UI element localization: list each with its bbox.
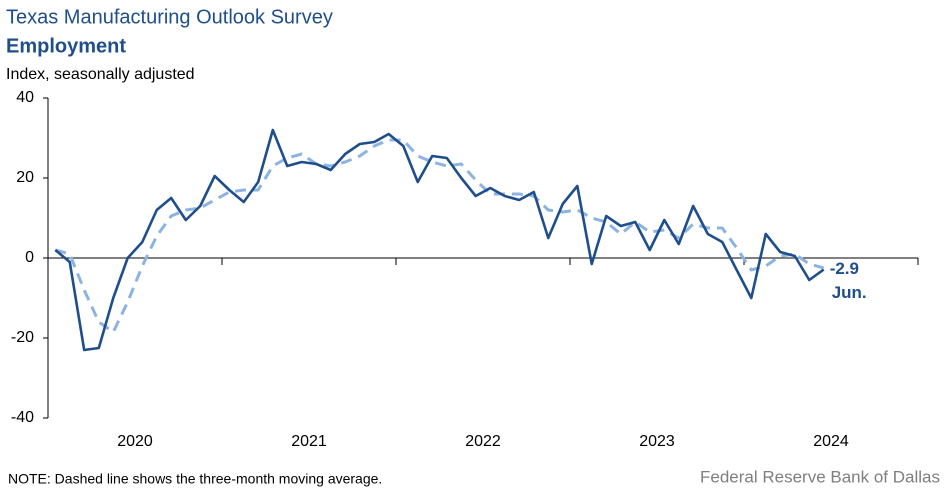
value-label: -2.9 bbox=[830, 259, 859, 278]
chart-title: Texas Manufacturing Outlook Survey bbox=[6, 6, 333, 28]
annotation: Jun. bbox=[832, 283, 867, 302]
x-tick-label: 2020 bbox=[117, 433, 153, 450]
chart-subtitle: Employment bbox=[6, 35, 126, 57]
y-axis-label: Index, seasonally adjusted bbox=[6, 66, 195, 83]
note: NOTE: Dashed line shows the three-month … bbox=[8, 471, 382, 487]
y-tick-label: 0 bbox=[25, 249, 34, 266]
series-line bbox=[54, 138, 825, 334]
y-tick-label: 20 bbox=[16, 169, 34, 186]
x-tick-label: 2023 bbox=[639, 433, 675, 450]
source: Federal Reserve Bank of Dallas bbox=[700, 467, 940, 486]
x-tick-label: 2022 bbox=[465, 433, 501, 450]
x-tick-label: 2024 bbox=[813, 433, 849, 450]
y-tick-label: -40 bbox=[11, 409, 34, 426]
y-tick-label: 40 bbox=[16, 89, 34, 106]
y-tick-label: -20 bbox=[11, 329, 34, 346]
series-line bbox=[54, 128, 825, 352]
x-tick-label: 2021 bbox=[291, 433, 327, 450]
